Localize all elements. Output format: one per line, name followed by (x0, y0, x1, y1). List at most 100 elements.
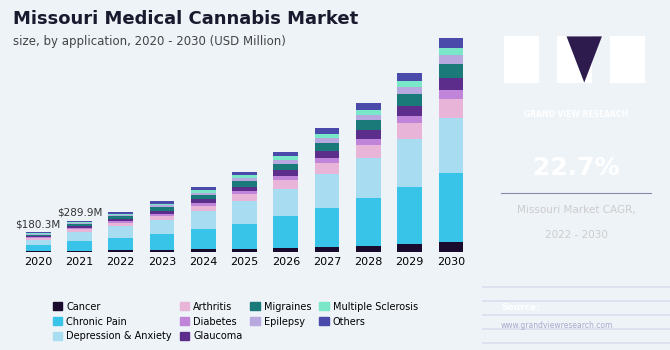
Bar (25, 233, 50, 234)
Text: www.grandviewresearch.com: www.grandviewresearch.com (501, 321, 614, 330)
Polygon shape (567, 36, 602, 83)
Bar (191, 193, 216, 195)
Bar (149, 205, 174, 207)
Bar (191, 249, 216, 252)
Bar (232, 178, 257, 181)
Bar (356, 198, 381, 245)
Bar (439, 118, 464, 173)
Bar (397, 116, 422, 124)
Text: $180.3M: $180.3M (15, 219, 61, 229)
Bar (315, 138, 340, 143)
Bar (191, 188, 216, 190)
Bar (439, 38, 464, 48)
Text: Missouri Market CAGR,: Missouri Market CAGR, (517, 205, 636, 215)
Bar (439, 243, 464, 252)
Bar (25, 234, 50, 235)
Bar (439, 48, 464, 56)
Bar (232, 175, 257, 178)
Bar (149, 216, 174, 220)
Bar (67, 223, 92, 224)
Bar (232, 181, 257, 187)
Bar (439, 56, 464, 64)
Bar (273, 176, 298, 180)
Bar (356, 158, 381, 198)
Bar (109, 216, 133, 219)
Bar (149, 250, 174, 252)
Bar (109, 215, 133, 216)
Bar (67, 229, 92, 232)
Legend: Cancer, Chronic Pain, Depression & Anxiety, Arthritis, Diabetes, Glaucoma, Migra: Cancer, Chronic Pain, Depression & Anxie… (49, 298, 422, 345)
Bar (356, 139, 381, 145)
Bar (149, 234, 174, 250)
Bar (25, 236, 50, 237)
Bar (109, 238, 133, 250)
Bar (67, 241, 92, 251)
Bar (25, 245, 50, 251)
Text: Missouri Medical Cannabis Market: Missouri Medical Cannabis Market (13, 10, 358, 28)
Bar (232, 191, 257, 194)
Text: Source:: Source: (501, 303, 540, 313)
Bar (315, 151, 340, 158)
Bar (315, 247, 340, 252)
Bar (397, 106, 422, 116)
Bar (232, 194, 257, 201)
Bar (191, 211, 216, 229)
Bar (273, 152, 298, 156)
Text: 2022 - 2030: 2022 - 2030 (545, 230, 608, 239)
Bar (273, 160, 298, 163)
Bar (273, 189, 298, 216)
Bar (273, 163, 298, 170)
Bar (109, 221, 133, 223)
Bar (397, 187, 422, 244)
Bar (356, 120, 381, 130)
Text: size, by application, 2020 - 2030 (USD Million): size, by application, 2020 - 2030 (USD M… (13, 35, 286, 48)
Bar (191, 190, 216, 192)
Bar (273, 248, 298, 252)
Bar (109, 212, 133, 214)
Bar (191, 203, 216, 206)
Bar (315, 174, 340, 208)
Bar (232, 224, 257, 248)
Bar (25, 235, 50, 236)
FancyBboxPatch shape (504, 36, 539, 83)
Bar (397, 82, 422, 88)
Bar (25, 238, 50, 240)
Bar (191, 199, 216, 203)
Bar (149, 201, 174, 204)
Bar (397, 94, 422, 106)
Bar (67, 226, 92, 228)
Bar (273, 180, 298, 189)
Bar (315, 208, 340, 247)
Bar (439, 78, 464, 90)
Bar (315, 143, 340, 151)
Text: GRAND VIEW RESEARCH: GRAND VIEW RESEARCH (524, 110, 628, 119)
Bar (25, 237, 50, 238)
Bar (109, 214, 133, 215)
Bar (397, 244, 422, 252)
Bar (232, 248, 257, 252)
FancyBboxPatch shape (557, 36, 592, 83)
FancyBboxPatch shape (610, 36, 645, 83)
Bar (25, 240, 50, 245)
Bar (67, 220, 92, 222)
Bar (67, 232, 92, 241)
Bar (273, 170, 298, 176)
Bar (149, 207, 174, 211)
Bar (356, 115, 381, 120)
Text: $289.9M: $289.9M (57, 207, 102, 217)
Bar (439, 90, 464, 99)
Bar (315, 134, 340, 138)
Text: 22.7%: 22.7% (533, 156, 620, 180)
Bar (109, 223, 133, 226)
Bar (232, 201, 257, 224)
Bar (315, 128, 340, 134)
Bar (315, 163, 340, 174)
Bar (315, 158, 340, 163)
Bar (191, 229, 216, 249)
Bar (397, 124, 422, 139)
Bar (397, 88, 422, 94)
Bar (67, 228, 92, 229)
Bar (356, 245, 381, 252)
Bar (273, 156, 298, 160)
Bar (109, 219, 133, 221)
